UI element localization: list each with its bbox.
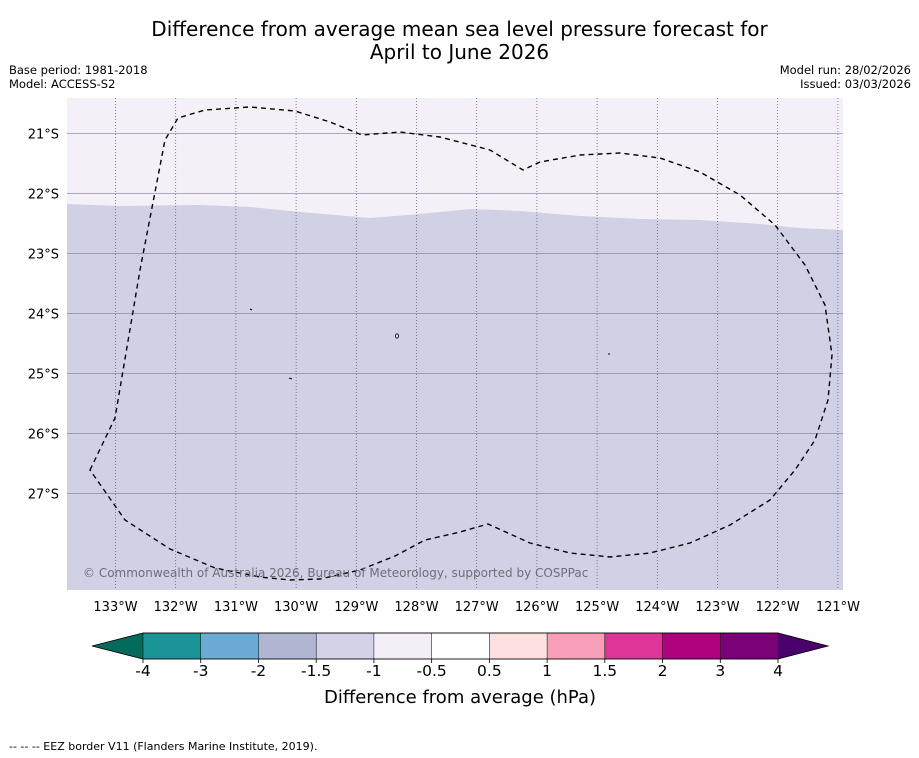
lon-tick-label: 130°W xyxy=(274,600,318,615)
lon-tick-label: 127°W xyxy=(455,600,499,615)
colorbar: -4 -3 -2 -1.5 -1 -0.5 0.5 1 1.5 2 3 4 Difference fr… xyxy=(91,632,830,708)
colorbar-segment xyxy=(489,632,548,660)
issued-date: Issued: 03/03/2026 xyxy=(800,77,911,91)
lon-tick-label: 126°W xyxy=(515,600,559,615)
lon-tick-label: 125°W xyxy=(575,600,619,615)
colorbar-segment xyxy=(720,632,779,660)
colorbar-tick-label: -3 xyxy=(193,662,208,680)
colorbar-tick-label: -0.5 xyxy=(417,662,447,680)
colorbar-tick-label: -4 xyxy=(135,662,150,680)
colorbar-title: Difference from average (hPa) xyxy=(324,687,596,708)
colorbar-segment xyxy=(142,632,202,660)
colorbar-segment xyxy=(258,632,317,660)
colorbar-segment xyxy=(662,632,721,660)
colorbar-tick-label: -2 xyxy=(251,662,266,680)
lat-tick-label: 25°S xyxy=(28,368,59,383)
graticule xyxy=(67,98,843,590)
colorbar-segment xyxy=(315,632,375,660)
meta-left: Base period: 1981-2018 Model: ACCESS-S2 xyxy=(9,63,148,91)
lat-tick-label: 23°S xyxy=(28,248,59,263)
map-panel: © Commonwealth of Australia 2026, Bureau… xyxy=(67,98,843,590)
region-south-fill xyxy=(67,204,843,590)
lon-tick-label: 121°W xyxy=(816,600,860,615)
eez-border xyxy=(89,106,833,581)
colorbar-tick-label: 3 xyxy=(715,662,725,680)
colorbar-segment xyxy=(200,632,260,660)
title-line-2: April to June 2026 xyxy=(369,40,550,64)
lat-tick-label: 27°S xyxy=(28,488,59,503)
lat-tick-label: 22°S xyxy=(28,188,59,203)
lon-tick-label: 122°W xyxy=(756,600,800,615)
colorbar-segment xyxy=(373,632,433,660)
lat-tick-label: 24°S xyxy=(28,308,59,323)
colorbar-tick-label: 4 xyxy=(773,662,783,680)
lon-tick-label: 123°W xyxy=(695,600,739,615)
island-1 xyxy=(249,308,253,311)
colorbar-tick-label: 1.5 xyxy=(592,662,617,680)
colorbar-segment xyxy=(431,632,491,660)
colorbar-segment xyxy=(604,632,664,660)
model-name: Model: ACCESS-S2 xyxy=(9,77,116,91)
copyright-notice: © Commonwealth of Australia 2026, Bureau… xyxy=(83,566,588,580)
colorbar-tick-label: -1.5 xyxy=(301,662,331,680)
colorbar-low-extend xyxy=(92,633,143,659)
lat-tick-label: 26°S xyxy=(28,428,59,443)
lon-tick-label: 128°W xyxy=(394,600,438,615)
colorbar-segment xyxy=(546,632,606,660)
lon-tick-label: 131°W xyxy=(214,600,258,615)
lat-tick-label: 21°S xyxy=(28,128,59,143)
colorbar-tick-label: 2 xyxy=(658,662,668,680)
eez-footnote: -- -- -- EEZ border V11 (Flanders Marine… xyxy=(9,740,318,753)
base-period: Base period: 1981-2018 xyxy=(9,63,148,77)
title-line-1: Difference from average mean sea level p… xyxy=(151,17,768,41)
model-run: Model run: 28/02/2026 xyxy=(779,63,911,77)
latitude-tick-labels: 21°S 22°S 23°S 24°S 25°S 26°S 27°S xyxy=(28,128,59,503)
meta-right: Model run: 28/02/2026 Issued: 03/03/2026 xyxy=(780,63,911,91)
chart-title: Difference from average mean sea level p… xyxy=(0,18,919,64)
island-2 xyxy=(394,333,399,339)
colorbar-high-extend xyxy=(778,633,828,659)
colorbar-tick-label: 1 xyxy=(542,662,552,680)
lon-tick-label: 129°W xyxy=(334,600,378,615)
colorbar-tick-label: 0.5 xyxy=(477,662,502,680)
lon-tick-label: 124°W xyxy=(635,600,679,615)
island-4 xyxy=(288,377,293,380)
lon-tick-label: 132°W xyxy=(154,600,198,615)
colorbar-tick-label: -1 xyxy=(366,662,381,680)
lon-tick-label: 133°W xyxy=(93,600,137,615)
longitude-tick-labels: 133°W 132°W 131°W 130°W 129°W 128°W 127°W 126°W… xyxy=(93,600,860,615)
